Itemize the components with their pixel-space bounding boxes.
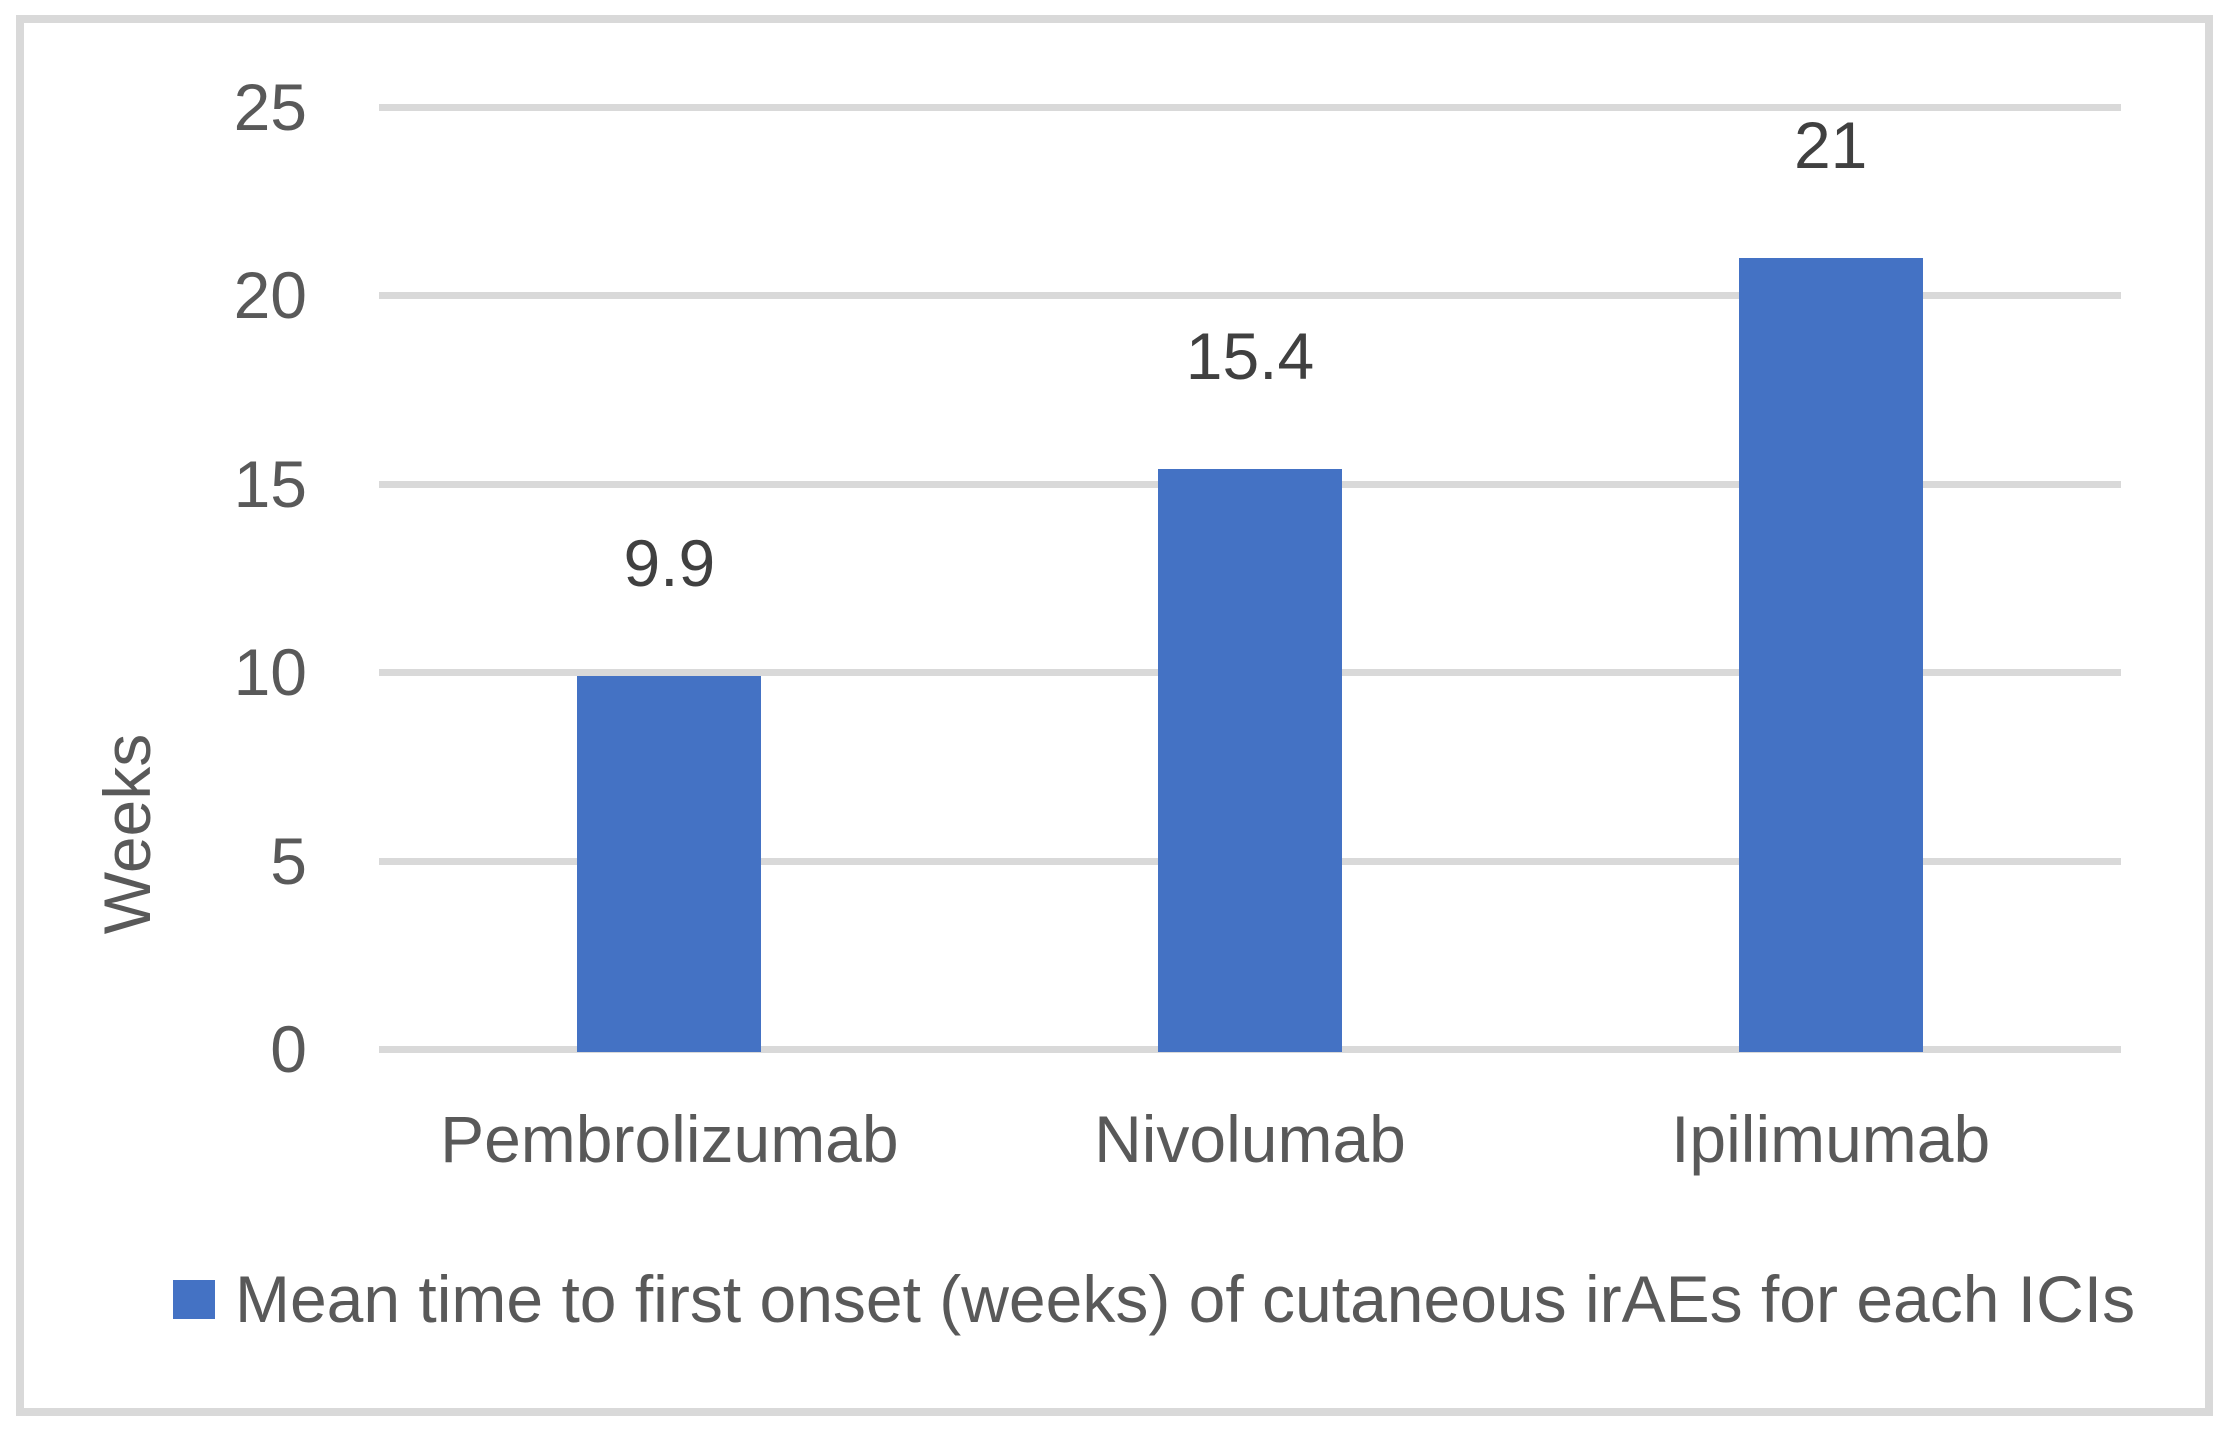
category-label-nivolumab: Nivolumab [1094, 1102, 1406, 1176]
data-label-nivolumab: 15.4 [1185, 318, 1315, 393]
data-label-ipilimumab: 21 [1793, 107, 1868, 182]
data-label-pembrolizumab: 9.9 [623, 525, 716, 600]
gridline-20 [379, 292, 2121, 300]
y-tick-label-15: 15 [233, 446, 307, 521]
category-label-pembrolizumab: Pembrolizumab [440, 1102, 899, 1176]
legend: Mean time to first onset (weeks) of cuta… [173, 1261, 2135, 1337]
legend-label: Mean time to first onset (weeks) of cuta… [235, 1262, 2136, 1336]
y-axis-title: Weeks [90, 733, 164, 935]
y-tick-label-25: 25 [233, 70, 307, 144]
category-label-ipilimumab: Ipilimumab [1671, 1102, 1991, 1176]
gridline-25 [379, 104, 2121, 111]
bar-nivolumab [1158, 468, 1342, 1052]
y-tick-label-0: 0 [270, 1012, 307, 1086]
bar-pembrolizumab [577, 675, 762, 1052]
y-tick-label-10: 10 [233, 635, 307, 710]
y-tick-label-5: 5 [270, 823, 307, 898]
y-tick-label-20: 20 [233, 258, 307, 333]
bar-ipilimumab [1738, 257, 1923, 1052]
legend-swatch-icon [173, 1279, 215, 1319]
